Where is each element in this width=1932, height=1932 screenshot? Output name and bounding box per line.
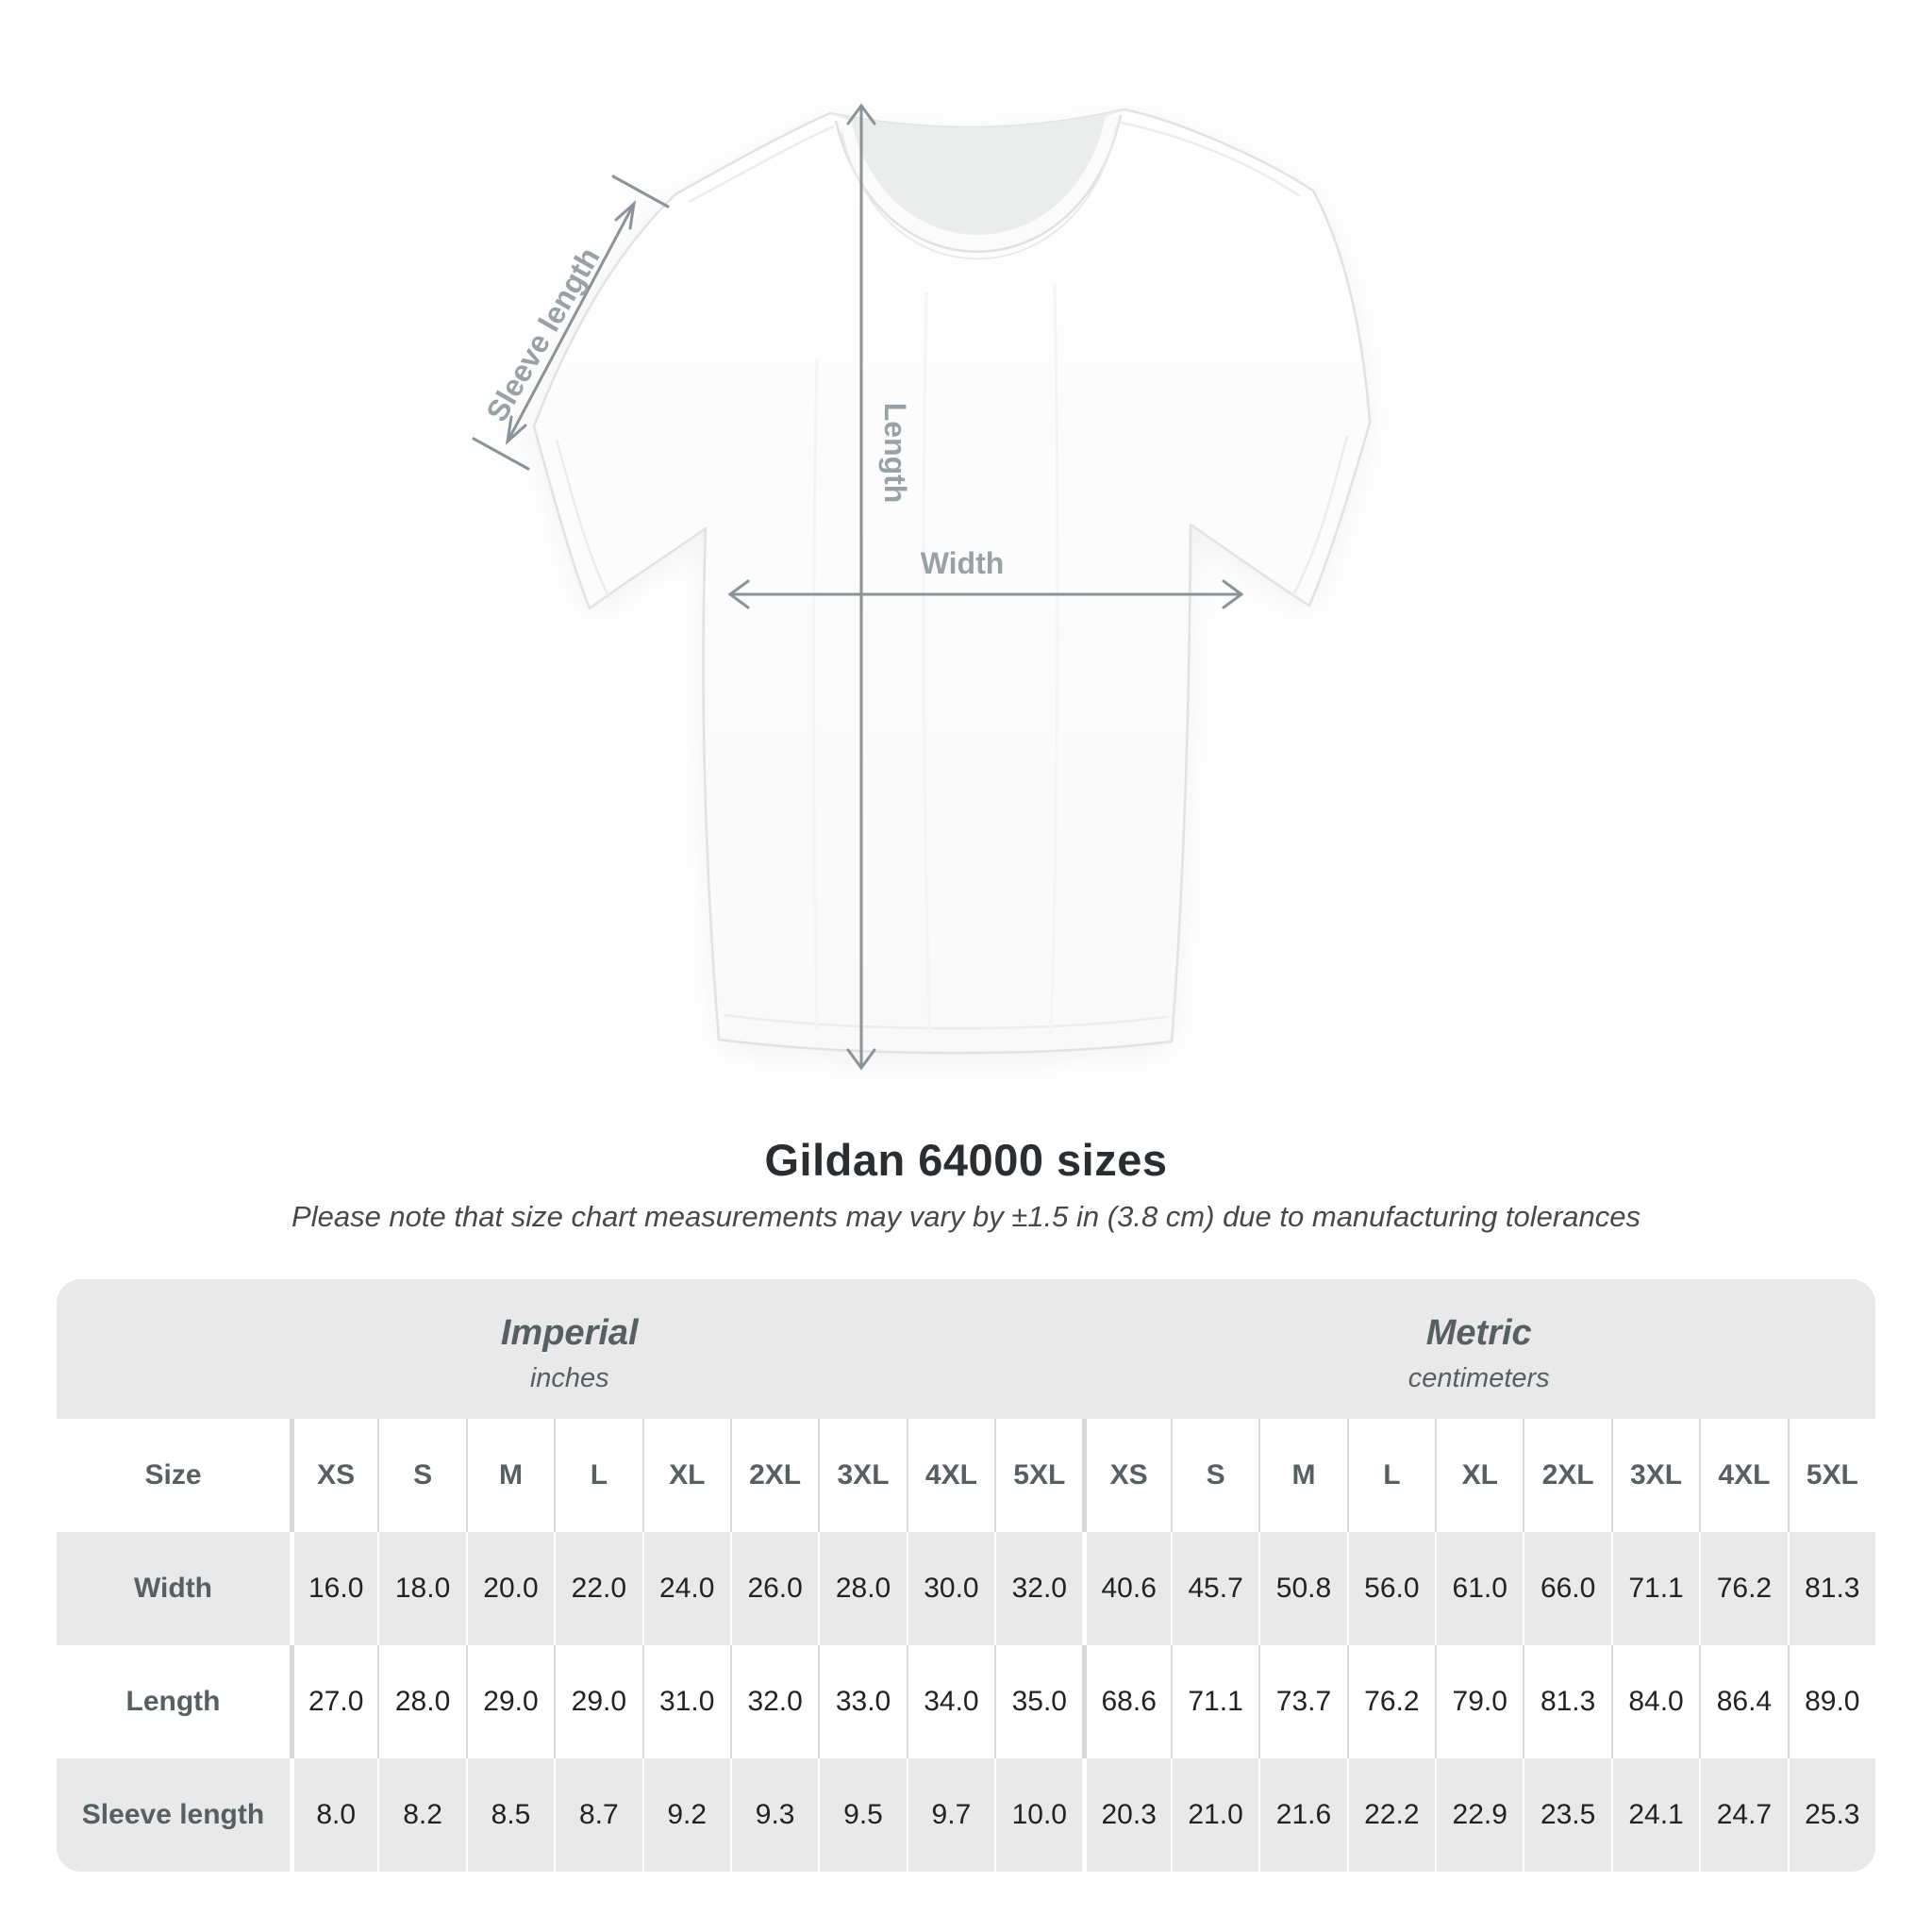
row-label-sleeve-length: Sleeve length [57,1758,290,1872]
length-arrow [846,103,876,1071]
cell-width-imperial-l: 22.0 [554,1532,642,1645]
cell-length-metric-xs: 68.6 [1082,1645,1171,1758]
size-header-metric-l: L [1346,1419,1436,1532]
size-header-metric-xl: XL [1435,1419,1524,1532]
cell-length-imperial-xs: 27.0 [290,1645,378,1758]
size-header-metric-m: M [1258,1419,1347,1532]
cell-length-imperial-4xl: 34.0 [906,1645,995,1758]
cell-sleeve-length-metric-5xl: 25.3 [1787,1758,1875,1872]
size-header-metric-2xl: 2XL [1523,1419,1611,1532]
width-arrow [727,579,1244,609]
cell-length-imperial-m: 29.0 [465,1645,555,1758]
row-label-length: Length [57,1645,290,1758]
cell-sleeve-length-imperial-m: 8.5 [465,1758,555,1872]
cell-width-metric-xs: 40.6 [1082,1532,1171,1645]
cell-length-imperial-3xl: 33.0 [818,1645,907,1758]
tshirt-diagram: Length Width Sleeve length [472,103,1372,1071]
tshirt-graphic [532,108,1372,1055]
cell-width-imperial-3xl: 28.0 [818,1532,907,1645]
cell-length-metric-m: 73.7 [1258,1645,1347,1758]
metric-unit: centimeters [1407,1363,1550,1393]
size-header-metric-3xl: 3XL [1610,1419,1700,1532]
cell-sleeve-length-imperial-5xl: 10.0 [994,1758,1083,1872]
cell-width-imperial-5xl: 32.0 [994,1532,1083,1645]
cell-width-imperial-s: 18.0 [377,1532,466,1645]
tolerance-note: Please note that size chart measurements… [291,1200,1641,1233]
size-header-imperial-4xl: 4XL [906,1419,995,1532]
cell-sleeve-length-imperial-4xl: 9.7 [906,1758,995,1872]
size-header-imperial-5xl: 5XL [994,1419,1083,1532]
size-header-imperial-2xl: 2XL [729,1419,819,1532]
page-title: Gildan 64000 sizes [764,1135,1168,1185]
size-header-imperial-m: M [465,1419,555,1532]
imperial-label: Imperial [500,1313,639,1353]
cell-sleeve-length-metric-l: 22.2 [1346,1758,1436,1872]
cell-length-metric-2xl: 81.3 [1523,1645,1611,1758]
metric-label: Metric [1425,1313,1532,1353]
size-column-label: Size [57,1419,290,1532]
size-header-imperial-3xl: 3XL [818,1419,907,1532]
cell-width-imperial-m: 20.0 [465,1532,555,1645]
cell-length-imperial-l: 29.0 [554,1645,642,1758]
cell-width-metric-3xl: 71.1 [1610,1532,1700,1645]
cell-sleeve-length-metric-s: 21.0 [1170,1758,1259,1872]
cell-sleeve-length-imperial-l: 8.7 [554,1758,642,1872]
cell-sleeve-length-metric-xs: 20.3 [1082,1758,1171,1872]
size-header-metric-4xl: 4XL [1699,1419,1788,1532]
sleeve-length-arrow [472,175,670,471]
cell-length-imperial-5xl: 35.0 [994,1645,1083,1758]
cell-sleeve-length-imperial-2xl: 9.3 [729,1758,819,1872]
cell-width-imperial-xl: 24.0 [641,1532,730,1645]
cell-sleeve-length-imperial-s: 8.2 [377,1758,466,1872]
cell-length-imperial-2xl: 32.0 [729,1645,819,1758]
cell-length-metric-4xl: 86.4 [1699,1645,1788,1758]
length-label: Length [878,403,912,504]
cell-sleeve-length-metric-3xl: 24.1 [1610,1758,1700,1872]
size-header-imperial-l: L [554,1419,642,1532]
cell-sleeve-length-metric-xl: 22.9 [1435,1758,1524,1872]
cell-sleeve-length-imperial-xs: 8.0 [290,1758,378,1872]
size-header-metric-s: S [1170,1419,1259,1532]
size-header-imperial-s: S [377,1419,466,1532]
size-header-imperial-xl: XL [641,1419,730,1532]
cell-width-metric-2xl: 66.0 [1523,1532,1611,1645]
cell-width-imperial-4xl: 30.0 [906,1532,995,1645]
cell-sleeve-length-imperial-xl: 9.2 [641,1758,730,1872]
cell-width-metric-xl: 61.0 [1435,1532,1524,1645]
cell-width-imperial-xs: 16.0 [290,1532,378,1645]
size-header-metric-5xl: 5XL [1787,1419,1875,1532]
cell-width-metric-m: 50.8 [1258,1532,1347,1645]
cell-width-imperial-2xl: 26.0 [729,1532,819,1645]
cell-length-imperial-xl: 31.0 [641,1645,730,1758]
cell-length-imperial-s: 28.0 [377,1645,466,1758]
cell-width-metric-4xl: 76.2 [1699,1532,1788,1645]
cell-width-metric-5xl: 81.3 [1787,1532,1875,1645]
cell-sleeve-length-metric-m: 21.6 [1258,1758,1347,1872]
cell-width-metric-l: 56.0 [1346,1532,1436,1645]
size-header-metric-xs: XS [1082,1419,1171,1532]
cell-length-metric-5xl: 89.0 [1787,1645,1875,1758]
cell-sleeve-length-metric-4xl: 24.7 [1699,1758,1788,1872]
row-label-width: Width [57,1532,290,1645]
unit-header-imperial: Imperial inches [57,1279,1083,1419]
cell-length-metric-3xl: 84.0 [1610,1645,1700,1758]
cell-length-metric-s: 71.1 [1170,1645,1259,1758]
size-table: Imperial inches Metric centimeters Size X… [57,1279,1875,1872]
width-label: Width [921,546,1005,580]
imperial-unit: inches [529,1363,609,1393]
size-header-imperial-xs: XS [290,1419,378,1532]
cell-sleeve-length-imperial-3xl: 9.5 [818,1758,907,1872]
unit-header-metric: Metric centimeters [1082,1279,1875,1419]
cell-length-metric-l: 76.2 [1346,1645,1436,1758]
collar-inside [830,109,1124,236]
collar-band [836,115,1121,252]
cell-width-metric-s: 45.7 [1170,1532,1259,1645]
cell-length-metric-xl: 79.0 [1435,1645,1524,1758]
cell-sleeve-length-metric-2xl: 23.5 [1523,1758,1611,1872]
